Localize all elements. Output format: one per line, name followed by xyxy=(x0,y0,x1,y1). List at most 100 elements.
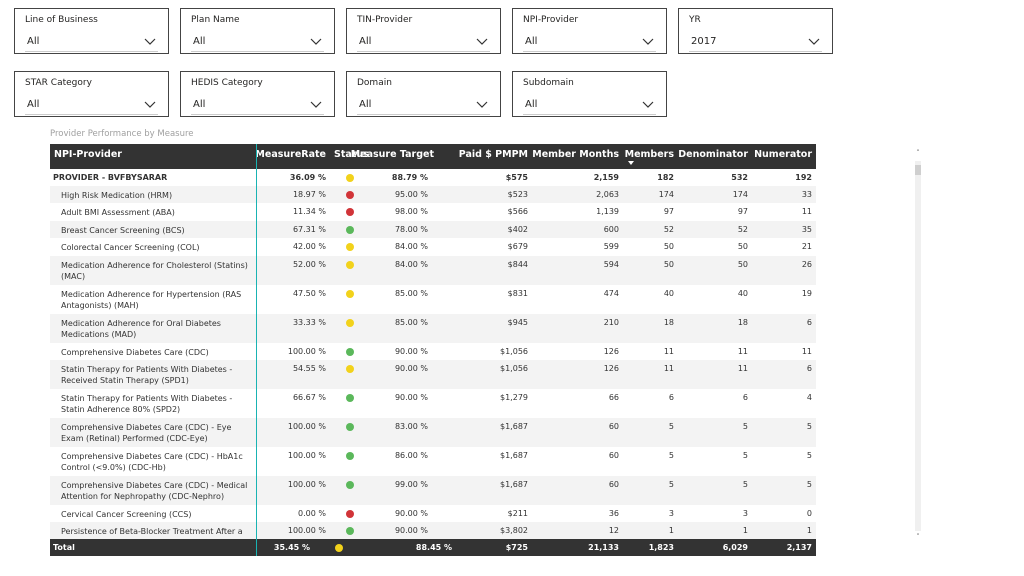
slicer-dropdown[interactable]: All xyxy=(523,96,656,115)
slicer-dropdown[interactable]: All xyxy=(25,96,158,115)
slicer-dropdown[interactable]: All xyxy=(191,96,324,115)
table-row[interactable]: Medication Adherence for Cholesterol (St… xyxy=(50,255,816,285)
slicer-label: Plan Name xyxy=(191,15,240,25)
table-row[interactable]: High Risk Medication (HRM) 18.97 % 95.00 %… xyxy=(50,186,816,204)
slicer-plan-name: Plan Name All xyxy=(180,8,335,54)
cell-rate: 67.31 % xyxy=(292,224,326,234)
scroll-up-icon[interactable]: ˄ xyxy=(916,149,920,157)
slicer-yr: YR 2017 xyxy=(678,8,833,54)
status-indicator xyxy=(346,509,354,518)
scroll-down-icon[interactable]: ˅ xyxy=(916,533,920,541)
slicer-dropdown[interactable]: All xyxy=(25,33,158,52)
chevron-down-icon xyxy=(642,38,654,45)
table-row[interactable]: Statin Therapy for Patients With Diabete… xyxy=(50,389,816,418)
cell-num: 33 xyxy=(801,190,812,199)
cell-den: 18 xyxy=(737,317,748,327)
cell-members: 174 xyxy=(658,190,674,199)
slicer-dropdown[interactable]: All xyxy=(523,33,656,52)
table-row[interactable]: Breast Cancer Screening (BCS) 67.31 % 78.0… xyxy=(50,220,816,239)
chevron-down-icon xyxy=(310,101,322,108)
cell-mm: 60 xyxy=(608,421,619,431)
total-member-months: 21,133 xyxy=(588,543,619,552)
table-row[interactable]: Comprehensive Diabetes Care (CDC) 100.00 … xyxy=(50,343,816,360)
column-header[interactable]: NPI-Provider xyxy=(54,149,122,160)
slicer-selected-value: All xyxy=(193,36,206,47)
cell-target: 99.00 % xyxy=(394,479,428,489)
slicer-dropdown[interactable]: 2017 xyxy=(689,33,822,52)
cell-mm: 12 xyxy=(608,526,619,536)
cell-target: 88.79 % xyxy=(391,173,428,182)
cell-mm: 594 xyxy=(603,259,619,269)
column-header[interactable]: Denominator xyxy=(678,149,748,160)
cell-name: Medication Adherence for Hypertension (R… xyxy=(61,289,242,310)
status-indicator xyxy=(346,480,354,489)
cell-paid: $1,687 xyxy=(500,421,528,431)
cell-num: 1 xyxy=(806,526,812,536)
table-row-provider[interactable]: PROVIDER - BVFBYSARAR 36.09 % 88.79 % $575 2… xyxy=(50,169,816,186)
cell-rate: 100.00 % xyxy=(287,421,326,431)
slicer-selected-value: All xyxy=(359,36,372,47)
cell-name: Colorectal Cancer Screening (COL) xyxy=(61,243,200,253)
cell-num: 192 xyxy=(795,173,812,182)
cell-target: 85.00 % xyxy=(394,288,428,298)
cell-name: Comprehensive Diabetes Care (CDC) - Medi… xyxy=(61,480,248,501)
column-header[interactable]: Members xyxy=(624,149,674,160)
slicer-dropdown[interactable]: All xyxy=(357,96,490,115)
cell-den: 50 xyxy=(737,242,748,252)
cell-name: PROVIDER - BVFBYSARAR xyxy=(53,173,168,182)
cell-paid: $831 xyxy=(507,288,528,298)
cell-members: 5 xyxy=(668,421,674,431)
cell-paid: $679 xyxy=(507,242,528,252)
table-row[interactable]: Medication Adherence for Oral Diabetes M… xyxy=(50,313,816,343)
cell-den: 11 xyxy=(737,346,748,356)
table-body[interactable]: PROVIDER - BVFBYSARAR 36.09 % 88.79 % $575 2… xyxy=(50,169,816,539)
cell-paid: $575 xyxy=(505,173,528,182)
cell-rate: 54.55 % xyxy=(292,363,326,373)
column-header[interactable]: Numerator xyxy=(754,149,812,160)
table-row[interactable]: Comprehensive Diabetes Care (CDC) - Eye … xyxy=(50,417,816,447)
slicer-dropdown[interactable]: All xyxy=(357,33,490,52)
cell-num: 21 xyxy=(801,242,812,252)
cell-name: Breast Cancer Screening (BCS) xyxy=(61,225,185,235)
column-header[interactable]: Status xyxy=(334,149,369,160)
cell-paid: $1,056 xyxy=(500,346,528,356)
slicer-selected-value: All xyxy=(27,36,40,47)
cell-paid: $523 xyxy=(507,190,528,199)
slicer-label: HEDIS Category xyxy=(191,78,263,88)
cell-target: 90.00 % xyxy=(394,508,428,518)
cell-mm: 126 xyxy=(603,346,619,356)
table-row[interactable]: Persistence of Beta-Blocker Treatment Af… xyxy=(50,522,816,539)
column-header[interactable]: Measure Target xyxy=(350,149,434,160)
scroll-track[interactable] xyxy=(915,161,921,531)
vertical-scrollbar[interactable]: ˄ ˅ xyxy=(913,147,923,547)
table-row[interactable]: Medication Adherence for Hypertension (R… xyxy=(50,285,816,314)
total-target: 88.45 % xyxy=(415,543,452,552)
column-header[interactable]: Member Months xyxy=(532,149,619,160)
cell-name: Comprehensive Diabetes Care (CDC) - HbA1… xyxy=(61,451,243,472)
table-row[interactable]: Comprehensive Diabetes Care (CDC) - HbA1… xyxy=(50,447,816,476)
cell-members: 50 xyxy=(663,242,674,252)
cell-members: 97 xyxy=(663,207,674,217)
cell-num: 5 xyxy=(806,421,812,431)
table-row[interactable]: Statin Therapy for Patients With Diabete… xyxy=(50,359,816,389)
cell-mm: 60 xyxy=(608,479,619,489)
status-indicator xyxy=(346,174,354,182)
cell-target: 90.00 % xyxy=(394,346,428,356)
cell-name: Statin Therapy for Patients With Diabete… xyxy=(61,393,233,414)
table-row[interactable]: Adult BMI Assessment (ABA) 11.34 % 98.00 %… xyxy=(50,203,816,220)
scroll-thumb[interactable] xyxy=(915,165,921,175)
slicer-dropdown[interactable]: All xyxy=(191,33,324,52)
table-row[interactable]: Cervical Cancer Screening (CCS) 0.00 % 90.… xyxy=(50,505,816,522)
cell-name: High Risk Medication (HRM) xyxy=(61,191,173,200)
total-label: Total xyxy=(53,543,75,552)
status-indicator xyxy=(346,451,354,460)
column-header[interactable]: MeasureRate xyxy=(255,149,326,160)
cell-target: 98.00 % xyxy=(394,207,428,217)
chevron-down-icon xyxy=(642,101,654,108)
column-header[interactable]: Paid $ PMPM xyxy=(458,149,528,160)
status-indicator xyxy=(346,318,354,327)
table-row[interactable]: Comprehensive Diabetes Care (CDC) - Medi… xyxy=(50,475,816,505)
table-row[interactable]: Colorectal Cancer Screening (COL) 42.00 %… xyxy=(50,238,816,255)
status-indicator xyxy=(346,208,354,217)
table-header: NPI-Provider MeasureRate Status Measure Tar… xyxy=(50,144,816,169)
